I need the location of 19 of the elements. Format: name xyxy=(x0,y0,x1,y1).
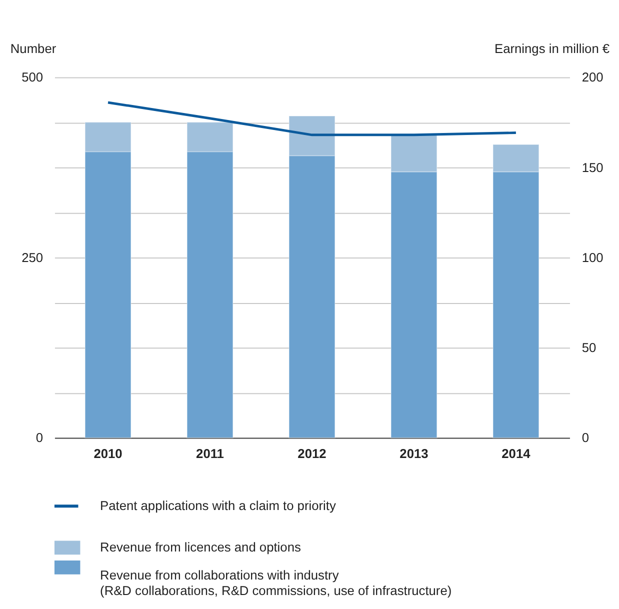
legend-label: Revenue from collaborations with industry (R&D collaborations, R&D commissions, use of infrastructure) xyxy=(100,567,452,598)
line-series xyxy=(106,101,518,136)
legend-label: Patent applications with a claim to priority xyxy=(100,498,336,514)
y-tick-label: 250 xyxy=(22,250,44,265)
x-tick-label: 2011 xyxy=(196,446,224,462)
x-tick-label: 2013 xyxy=(400,446,428,462)
x-tick-label: 2010 xyxy=(94,446,122,462)
y-tick-label: 0 xyxy=(36,430,44,446)
x-tick-label: 2014 xyxy=(502,446,532,462)
y2-axis-title: Earnings in million € xyxy=(494,40,610,56)
y2-tick-label: 0 xyxy=(582,430,590,446)
y2-tick-label: 200 xyxy=(582,70,604,85)
legend-label: Revenue from licences and options xyxy=(100,540,301,555)
y2-tick-label: 50 xyxy=(582,340,596,356)
y-axis-title: Number xyxy=(10,40,57,56)
y2-tick-label: 150 xyxy=(582,160,604,175)
x-tick-label: 2012 xyxy=(298,446,326,462)
y-tick-label: 500 xyxy=(22,70,44,85)
y2-tick-label: 100 xyxy=(582,250,604,265)
